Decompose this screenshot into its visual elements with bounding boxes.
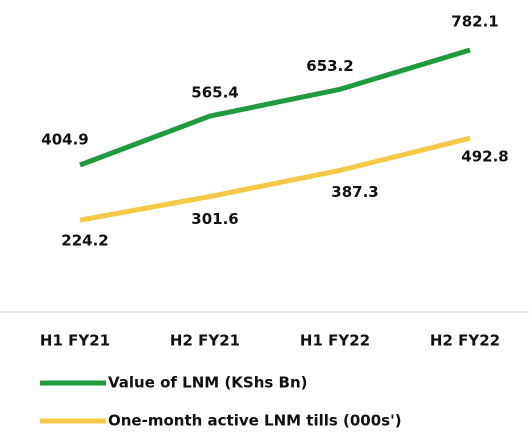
series-line bbox=[79, 47, 471, 168]
x-tick-label: H2 FY22 bbox=[430, 332, 500, 350]
data-label: 565.4 bbox=[191, 84, 238, 102]
data-label: 301.6 bbox=[191, 210, 238, 228]
data-label: 782.1 bbox=[451, 12, 498, 30]
data-label: 653.2 bbox=[306, 57, 353, 75]
x-tick-label: H1 FY21 bbox=[40, 332, 110, 350]
data-label: 492.8 bbox=[461, 148, 508, 166]
data-label: 224.2 bbox=[61, 232, 108, 250]
x-tick-label: H1 FY22 bbox=[300, 332, 370, 350]
x-tick-label: H2 FY21 bbox=[170, 332, 240, 350]
legend-label: One-month active LNM tills (000s') bbox=[108, 412, 402, 430]
legend-label: Value of LNM (KShs Bn) bbox=[108, 374, 308, 392]
data-label: 387.3 bbox=[331, 183, 378, 201]
series-line bbox=[79, 135, 471, 223]
data-label: 404.9 bbox=[41, 131, 88, 149]
